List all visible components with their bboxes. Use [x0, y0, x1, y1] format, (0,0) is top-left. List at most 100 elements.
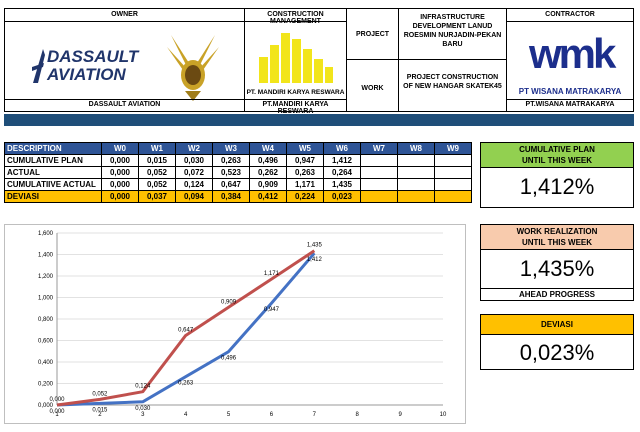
- col-header: W5: [286, 142, 324, 155]
- data-label: 0,030: [135, 406, 151, 412]
- contractor-cell: CONTRACTOR wmk PT WISANA MATRAKARYA PT.W…: [507, 9, 633, 111]
- table-cell: 0,072: [175, 166, 213, 179]
- table-cell: [434, 166, 472, 179]
- table-cell: 1,171: [286, 178, 324, 191]
- table-cell: 0,052: [138, 166, 176, 179]
- x-tick-label: 7: [313, 412, 317, 418]
- plan-caption-line2: UNTIL THIS WEEK: [521, 156, 593, 165]
- y-tick-label: 1,200: [38, 274, 54, 280]
- deviasi-panel: DEVIASI 0,023%: [480, 314, 634, 370]
- y-tick-label: 0,400: [38, 360, 54, 366]
- owner-caption: OWNER: [111, 11, 138, 18]
- deviasi-row: DEVIASI 0,000 0,037 0,094 0,384 0,412 0,…: [4, 190, 472, 203]
- owner-logo-line2: AVIATION: [47, 65, 126, 84]
- table-cell: [434, 154, 472, 167]
- data-label: 0,000: [49, 397, 65, 403]
- series-line-1: [56, 252, 316, 407]
- col-header: W4: [249, 142, 287, 155]
- data-label: 0,496: [221, 356, 237, 362]
- table-row: CUMULATIIVE ACTUAL 0,000 0,052 0,124 0,6…: [4, 178, 472, 191]
- cm-logo-text: PT. MANDIRI KARYA RESWARA: [246, 89, 345, 96]
- col-header: W6: [323, 142, 361, 155]
- plan-caption-line1: CUMULATIVE PLAN: [519, 145, 595, 154]
- data-label: 1,412: [307, 257, 323, 263]
- work-caption-line2: UNTIL THIS WEEK: [521, 238, 593, 247]
- table-cell: [397, 166, 435, 179]
- progress-chart: 0,000 0,200 0,400 0,600 0,800 1,000 1,200 1,400…: [4, 224, 466, 424]
- mandiri-buildings-icon: [259, 33, 333, 83]
- data-label: 0,647: [178, 327, 194, 333]
- col-header: W7: [360, 142, 398, 155]
- table-cell: 0,224: [286, 190, 324, 203]
- owner-name: DASSAULT AVIATION: [88, 101, 161, 108]
- dassault-wing-icon: [32, 49, 45, 83]
- table-cell: [397, 178, 435, 191]
- project-label: PROJECT: [355, 31, 390, 38]
- table-cell: 0,023: [323, 190, 361, 203]
- data-label: 0,909: [221, 299, 237, 305]
- table-cell: 0,000: [101, 154, 139, 167]
- x-tick-label: 4: [184, 412, 188, 418]
- air-force-emblem-icon: [167, 35, 219, 101]
- cm-cell: CONSTRUCTION MANAGEMENT PT. MANDIRI KARY…: [245, 9, 347, 115]
- table-cell: 1,412: [323, 154, 361, 167]
- table-cell: 0,647: [212, 178, 250, 191]
- y-tick-label: 1,000: [38, 296, 54, 302]
- table-row: CUMULATIVE PLAN 0,000 0,015 0,030 0,263 …: [4, 154, 472, 167]
- y-tick-label: 0,600: [38, 339, 54, 345]
- table-cell: [360, 190, 398, 203]
- table-cell: [360, 166, 398, 179]
- x-tick-label: 3: [141, 412, 145, 418]
- table-cell: 0,037: [138, 190, 176, 203]
- contractor-logo-text: PT WISANA MATRAKARYA: [518, 87, 622, 96]
- col-header: W9: [434, 142, 472, 155]
- table-cell: 0,264: [323, 166, 361, 179]
- table-row: ACTUAL 0,000 0,052 0,072 0,523 0,262 0,2…: [4, 166, 472, 179]
- y-tick-label: 0,000: [38, 403, 54, 409]
- table-cell: [397, 154, 435, 167]
- table-cell: 0,909: [249, 178, 287, 191]
- owner-cell: OWNER DASSAULT AVIATION DASSAULT AVIATIO…: [5, 9, 245, 111]
- progress-table: DESCRIPTION W0 W1 W2 W3 W4 W5 W6 W7 W8 W…: [4, 142, 472, 203]
- col-header: W0: [101, 142, 139, 155]
- data-label: 1,171: [264, 271, 280, 277]
- report-header: OWNER DASSAULT AVIATION DASSAULT AVIATIO…: [4, 8, 634, 115]
- x-tick-label: 5: [227, 412, 231, 418]
- row-label: DEVIASI: [4, 190, 102, 203]
- table-cell: [360, 178, 398, 191]
- plan-panel: CUMULATIVE PLAN UNTIL THIS WEEK 1,412%: [480, 142, 634, 208]
- row-label: CUMULATIVE PLAN: [4, 154, 102, 167]
- project-label-cell: PROJECT WORK: [347, 9, 399, 111]
- col-header: W1: [138, 142, 176, 155]
- table-cell: 0,052: [138, 178, 176, 191]
- col-header: DESCRIPTION: [4, 142, 102, 155]
- work-value: 1,435%: [519, 256, 595, 281]
- contractor-name: PT.WISANA MATRAKARYA: [525, 101, 615, 108]
- table-cell: 0,000: [101, 178, 139, 191]
- table-cell: 0,412: [249, 190, 287, 203]
- col-header: W8: [397, 142, 435, 155]
- cm-caption: CONSTRUCTION MANAGEMENT: [267, 11, 324, 25]
- x-tick-label: 1: [55, 412, 59, 418]
- x-tick-label: 2: [98, 412, 102, 418]
- table-cell: 0,124: [175, 178, 213, 191]
- project-value: INFRASTRUCTURE DEVELOPMENT LANUD ROESMIN…: [403, 14, 502, 48]
- table-cell: 0,000: [101, 166, 139, 179]
- table-cell: 0,263: [212, 154, 250, 167]
- plan-caption: CUMULATIVE PLAN UNTIL THIS WEEK: [481, 143, 633, 168]
- owner-logo-line1: DASSAULT: [47, 47, 139, 66]
- table-cell: 0,947: [286, 154, 324, 167]
- divider-band: [4, 114, 634, 126]
- table-cell: 0,263: [286, 166, 324, 179]
- col-header: W2: [175, 142, 213, 155]
- work-caption-line1: WORK REALIZATION: [516, 227, 598, 236]
- deviasi-caption: DEVIASI: [481, 315, 633, 335]
- project-value-cell: INFRASTRUCTURE DEVELOPMENT LANUD ROESMIN…: [399, 9, 507, 111]
- y-tick-label: 1,600: [38, 231, 54, 237]
- work-panel: WORK REALIZATION UNTIL THIS WEEK 1,435% …: [480, 224, 634, 301]
- table-cell: [397, 190, 435, 203]
- data-label: 0,947: [264, 307, 280, 313]
- x-tick-label: 6: [270, 412, 274, 418]
- deviasi-value: 0,023%: [519, 340, 595, 365]
- data-label: 0,124: [135, 384, 151, 390]
